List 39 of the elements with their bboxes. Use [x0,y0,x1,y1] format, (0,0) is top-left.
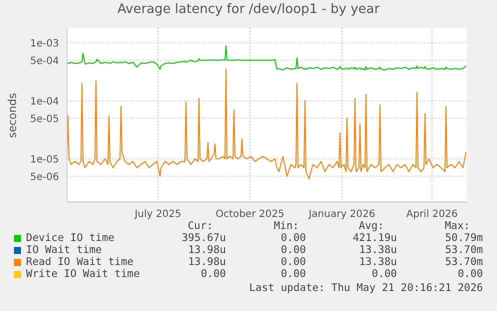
text: Min: [274,220,299,232]
text: Max: [444,220,470,232]
text: Avg: [358,220,384,232]
legend-label: Device IO time [26,232,115,244]
x-tick-label: April 2026 [406,209,458,220]
line-series [67,46,466,70]
line-series [67,68,466,180]
text: 0.00 [280,232,306,244]
text: 0.00 [280,244,306,256]
y-tick-label: 1e-05 [30,154,59,166]
legend-label: Write IO Wait time [26,268,140,280]
text: 0.00 [200,268,226,280]
text: 13.98u [188,244,226,256]
y-tick-label: 5e-04 [30,56,59,67]
y-tick-label: 5e-06 [30,172,59,183]
legend-label: Read IO Wait time [26,256,134,268]
text: 0.00 [280,268,306,280]
y-tick-label: 1e-03 [30,38,59,50]
y-axis-title: seconds [6,93,18,138]
y-tick-label: 1e-04 [30,96,59,108]
text: Last update: Thu May 21 20:16:21 2026 [249,282,483,294]
text: 53.70m [445,256,483,268]
chart-title: Average latency for /dev/loop1 - by year [116,2,381,17]
legend-label: IO Wait time [26,244,102,256]
y-tick-label: 5e-05 [30,114,59,125]
text: 13.38u [359,244,397,256]
text: 0.00 [372,268,397,280]
text: 50.79m [445,232,483,244]
text: Cur: [188,220,213,232]
text: 0.00 [280,256,306,268]
text: 421.19u [352,232,397,244]
text: 53.70m [445,244,483,256]
x-tick-label: July 2025 [134,209,182,220]
text: 13.98u [188,256,226,268]
text: 395.67u [182,232,226,244]
x-tick-label: October 2025 [216,209,284,220]
x-tick-label: January 2026 [308,209,376,220]
text: 0.00 [458,268,483,280]
text: 13.38u [359,256,397,268]
